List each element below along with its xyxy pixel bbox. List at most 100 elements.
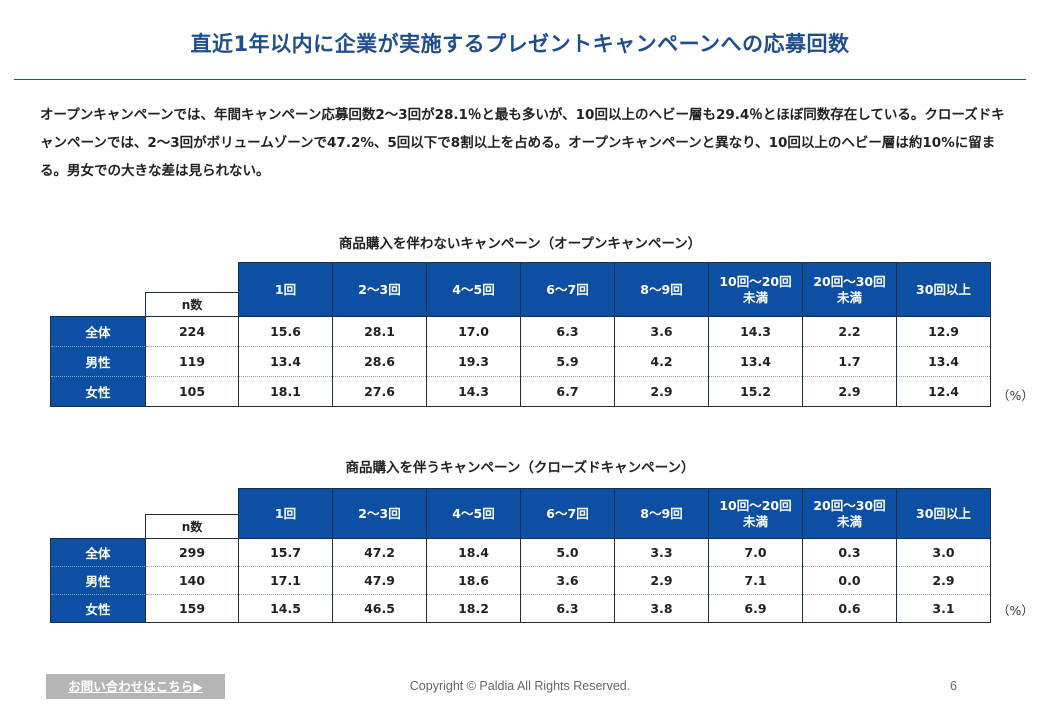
- n-count-cell: 105: [145, 376, 239, 407]
- column-header: 2～3回: [332, 262, 427, 317]
- empty-cell: [51, 489, 146, 515]
- column-header: 6～7回: [520, 262, 615, 317]
- value-cell: 46.5: [332, 594, 427, 623]
- column-header: 2～3回: [332, 488, 427, 539]
- column-header: 4～5回: [426, 488, 521, 539]
- value-cell: 12.9: [896, 316, 991, 347]
- column-header: 10回～20回 未満: [708, 488, 803, 539]
- page-number: 6: [950, 679, 957, 693]
- value-cell: 18.6: [426, 566, 521, 595]
- empty-cell: [146, 263, 239, 293]
- value-cell: 13.4: [896, 346, 991, 377]
- n-count-cell: 140: [145, 566, 239, 595]
- value-cell: 14.3: [426, 376, 521, 407]
- empty-cell: [51, 515, 146, 539]
- row-label: 全体: [50, 538, 146, 567]
- column-header: 1回: [238, 488, 333, 539]
- value-cell: 2.9: [614, 566, 709, 595]
- value-cell: 3.6: [614, 316, 709, 347]
- column-header: 20回～30回 未満: [802, 262, 897, 317]
- value-cell: 6.9: [708, 594, 803, 623]
- value-cell: 15.2: [708, 376, 803, 407]
- value-cell: 15.7: [238, 538, 333, 567]
- value-cell: 15.6: [238, 316, 333, 347]
- value-cell: 17.1: [238, 566, 333, 595]
- table-row: 全体 224 15.6 28.1 17.0 6.3 3.6 14.3 2.2 12.9: [50, 316, 991, 347]
- closed-campaign-caption: 商品購入を伴うキャンペーン（クローズドキャンペーン）: [345, 460, 695, 476]
- row-label: 女性: [50, 594, 146, 623]
- n-count-cell: 119: [145, 346, 239, 377]
- column-header: 10回～20回 未満: [708, 262, 803, 317]
- column-header: 4～5回: [426, 262, 521, 317]
- value-cell: 3.6: [520, 566, 615, 595]
- value-cell: 3.3: [614, 538, 709, 567]
- value-cell: 13.4: [708, 346, 803, 377]
- table-row: 男性 119 13.4 28.6 19.3 5.9 4.2 13.4 1.7 13.4: [50, 346, 991, 377]
- value-cell: 28.1: [332, 316, 427, 347]
- closed-campaign-table: 1回 2～3回 4～5回 6～7回 8～9回 10回～20回 未満 20回～30回 未満 30…: [50, 488, 991, 623]
- value-cell: 3.0: [896, 538, 991, 567]
- row-label: 全体: [50, 316, 146, 347]
- empty-cell: [51, 263, 146, 293]
- value-cell: 0.0: [802, 566, 897, 595]
- column-header: 1回: [238, 262, 333, 317]
- value-cell: 2.9: [802, 376, 897, 407]
- table-row: 女性 105 18.1 27.6 14.3 6.7 2.9 15.2 2.9 12.4: [50, 376, 991, 407]
- value-cell: 6.3: [520, 594, 615, 623]
- table-row: 全体 299 15.7 47.2 18.4 5.0 3.3 7.0 0.3 3.0: [50, 538, 991, 567]
- summary-text: オープンキャンペーンでは、年間キャンペーン応募回数2～3回が28.1％と最も多い…: [40, 107, 1005, 179]
- header-row: n数: [51, 514, 991, 539]
- value-cell: 47.2: [332, 538, 427, 567]
- empty-cell: [51, 293, 146, 317]
- header-row: 1回 2～3回 4～5回 6～7回 8～9回 10回～20回 未満 20回～30回 未満 30…: [51, 262, 991, 317]
- value-cell: 2.9: [614, 376, 709, 407]
- n-count-header: n数: [145, 292, 239, 317]
- value-cell: 7.0: [708, 538, 803, 567]
- value-cell: 14.5: [238, 594, 333, 623]
- value-cell: 12.4: [896, 376, 991, 407]
- value-cell: 18.4: [426, 538, 521, 567]
- value-cell: 0.3: [802, 538, 897, 567]
- column-header: 8～9回: [614, 262, 709, 317]
- n-count-header: n数: [145, 514, 239, 539]
- page-title: 直近1年以内に企業が実施するプレゼントキャンペーンへの応募回数: [190, 32, 850, 56]
- value-cell: 7.1: [708, 566, 803, 595]
- header-row: n数: [51, 292, 991, 317]
- column-header: 6～7回: [520, 488, 615, 539]
- value-cell: 14.3: [708, 316, 803, 347]
- title-divider: [14, 79, 1026, 80]
- column-header: 30回以上: [896, 262, 991, 317]
- value-cell: 18.2: [426, 594, 521, 623]
- value-cell: 27.6: [332, 376, 427, 407]
- n-count-cell: 224: [145, 316, 239, 347]
- row-label: 女性: [50, 376, 146, 407]
- unit-label: （%）: [997, 388, 1034, 403]
- value-cell: 2.9: [896, 566, 991, 595]
- value-cell: 19.3: [426, 346, 521, 377]
- row-label: 男性: [50, 566, 146, 595]
- contact-button[interactable]: お問い合わせはこちら▶: [46, 674, 225, 699]
- column-header: 30回以上: [896, 488, 991, 539]
- open-campaign-table: 1回 2～3回 4～5回 6～7回 8～9回 10回～20回 未満 20回～30回 未満 30…: [50, 262, 991, 407]
- value-cell: 28.6: [332, 346, 427, 377]
- value-cell: 6.7: [520, 376, 615, 407]
- header-row: 1回 2～3回 4～5回 6～7回 8～9回 10回～20回 未満 20回～30回 未満 30…: [51, 488, 991, 539]
- column-header: 20回～30回 未満: [802, 488, 897, 539]
- value-cell: 0.6: [802, 594, 897, 623]
- table-row: 男性 140 17.1 47.9 18.6 3.6 2.9 7.1 0.0 2.9: [50, 566, 991, 595]
- empty-cell: [146, 489, 239, 515]
- column-header: 8～9回: [614, 488, 709, 539]
- copyright-text: Copyright © Paldia All Rights Reserved.: [409, 679, 631, 693]
- table-row: 女性 159 14.5 46.5 18.2 6.3 3.8 6.9 0.6 3.1: [50, 594, 991, 623]
- n-count-cell: 299: [145, 538, 239, 567]
- value-cell: 18.1: [238, 376, 333, 407]
- value-cell: 5.0: [520, 538, 615, 567]
- value-cell: 6.3: [520, 316, 615, 347]
- unit-label: （%）: [997, 603, 1034, 618]
- value-cell: 1.7: [802, 346, 897, 377]
- open-campaign-caption: 商品購入を伴わないキャンペーン（オープンキャンペーン）: [338, 236, 702, 252]
- row-label: 男性: [50, 346, 146, 377]
- value-cell: 3.8: [614, 594, 709, 623]
- value-cell: 3.1: [896, 594, 991, 623]
- value-cell: 5.9: [520, 346, 615, 377]
